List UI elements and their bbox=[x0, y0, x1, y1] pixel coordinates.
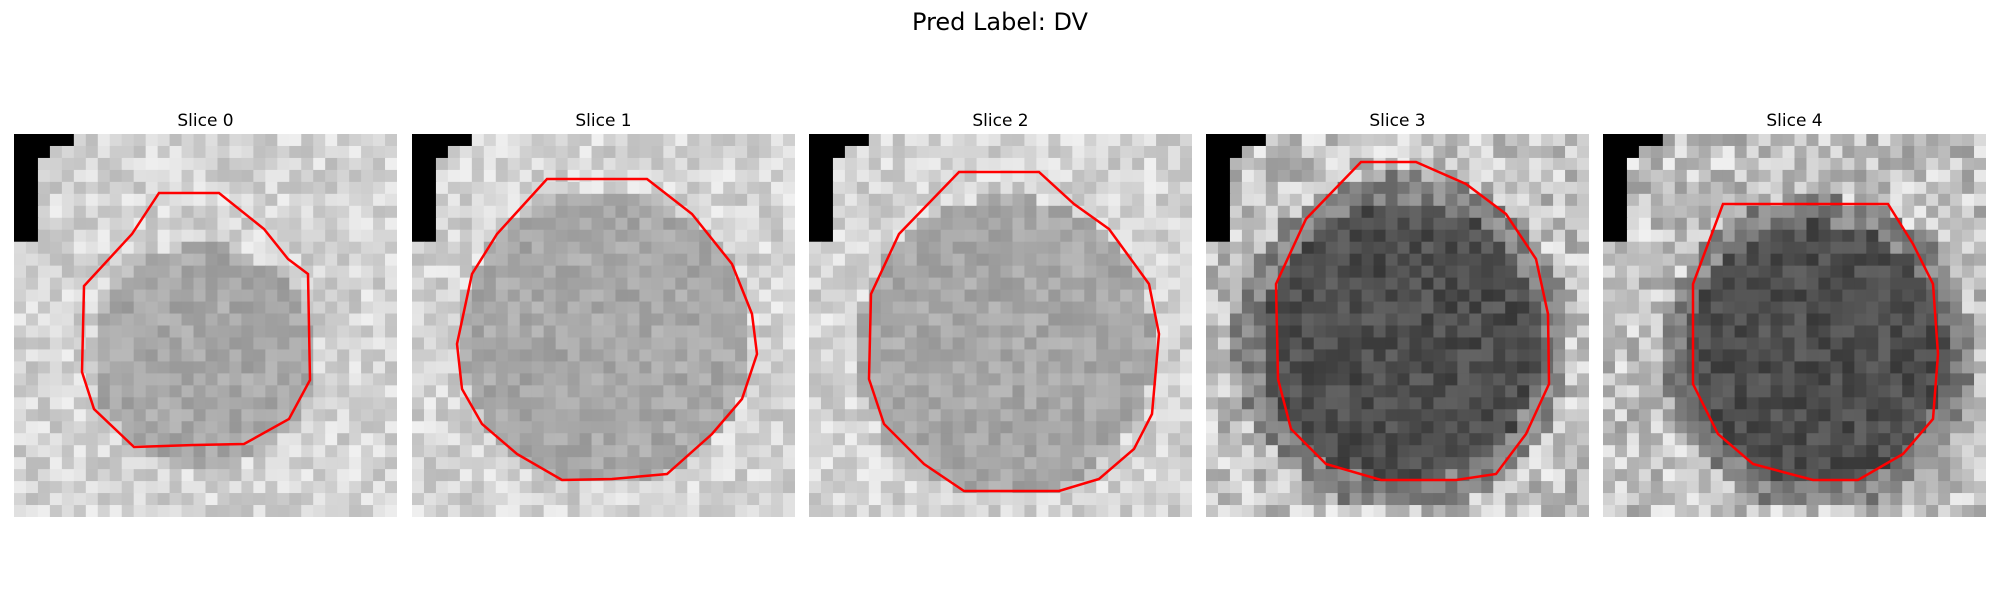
slice-panel-0: Slice 0 bbox=[14, 108, 397, 517]
segmentation-contour bbox=[1274, 160, 1551, 482]
slice-image bbox=[809, 134, 1192, 517]
segmentation-contour bbox=[867, 170, 1161, 493]
slice-panel-1: Slice 1 bbox=[412, 108, 795, 517]
slice-image bbox=[14, 134, 397, 517]
figure-title: Pred Label: DV bbox=[912, 8, 1088, 36]
slice-title: Slice 0 bbox=[177, 111, 234, 131]
slice-image bbox=[1206, 134, 1589, 517]
slice-title: Slice 3 bbox=[1369, 111, 1426, 131]
segmentation-contour bbox=[80, 191, 312, 449]
slice-title: Slice 2 bbox=[972, 111, 1029, 131]
slice-panel-4: Slice 4 bbox=[1603, 108, 1986, 517]
slice-image bbox=[1603, 134, 1986, 517]
slice-title: Slice 4 bbox=[1766, 111, 1823, 131]
slice-title: Slice 1 bbox=[575, 111, 632, 131]
slice-image bbox=[412, 134, 795, 517]
segmentation-contour bbox=[455, 177, 759, 482]
slice-panel-3: Slice 3 bbox=[1206, 108, 1589, 517]
slice-panel-2: Slice 2 bbox=[809, 108, 1192, 517]
segmentation-contour bbox=[1691, 202, 1940, 482]
